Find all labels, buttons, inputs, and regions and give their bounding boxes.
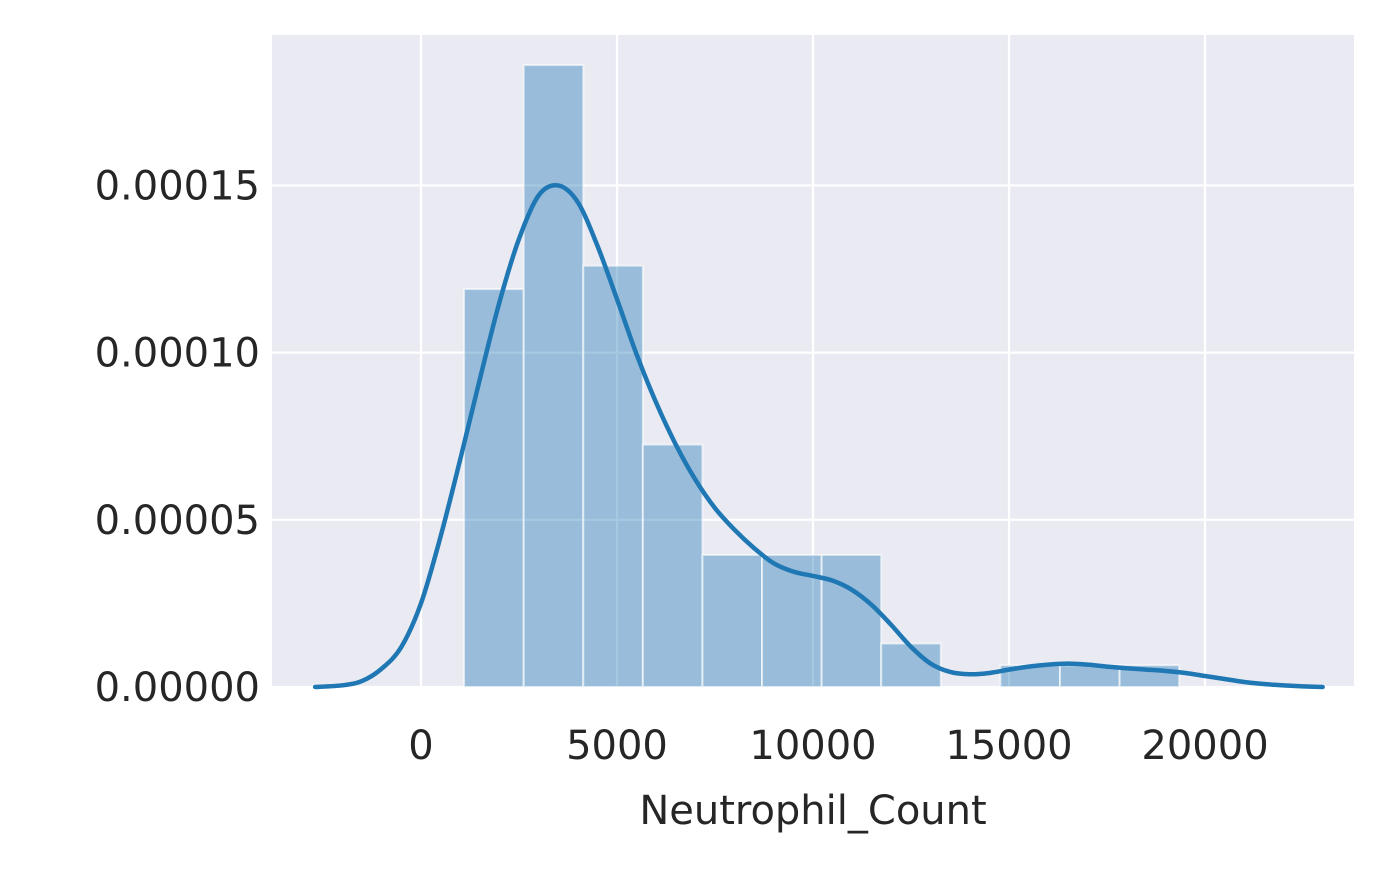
y-tick-labels: 0.00000 0.00005 0.00010 0.00015 xyxy=(95,163,260,711)
x-tick-label-2: 10000 xyxy=(749,723,876,769)
histogram-bar-1 xyxy=(522,64,585,689)
x-tick-labels: 0 5000 10000 15000 20000 xyxy=(408,723,1268,769)
histogram-bar-4 xyxy=(701,553,764,689)
y-tick-label-2: 0.00010 xyxy=(95,331,260,377)
y-tick-label-1: 0.00005 xyxy=(95,498,260,544)
histogram-bar-3 xyxy=(641,443,704,689)
x-axis-label: Neutrophil_Count xyxy=(639,788,986,834)
histogram-bar-0 xyxy=(463,288,525,688)
histogram-bar-6 xyxy=(820,553,883,689)
x-tick-label-4: 20000 xyxy=(1141,723,1268,769)
y-tick-label-0: 0.00000 xyxy=(95,665,260,711)
kde-line xyxy=(312,182,1325,690)
histogram-bar-2 xyxy=(582,264,644,688)
x-tick-label-3: 15000 xyxy=(945,723,1072,769)
y-tick-label-3: 0.00015 xyxy=(95,163,260,209)
x-tick-label-1: 5000 xyxy=(566,723,668,769)
histogram-bars xyxy=(463,64,1181,689)
x-tick-label-0: 0 xyxy=(408,723,433,769)
